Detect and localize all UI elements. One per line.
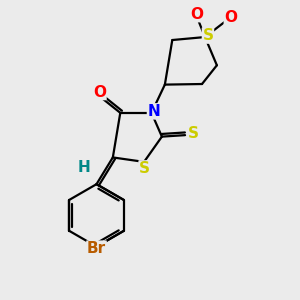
Text: S: S (202, 28, 214, 43)
Text: O: O (224, 10, 237, 25)
Text: O: O (93, 85, 106, 100)
Text: O: O (190, 7, 203, 22)
Text: S: S (188, 126, 199, 141)
Text: H: H (78, 160, 90, 175)
Text: Br: Br (87, 241, 106, 256)
Text: N: N (148, 104, 160, 119)
Text: S: S (139, 161, 150, 176)
